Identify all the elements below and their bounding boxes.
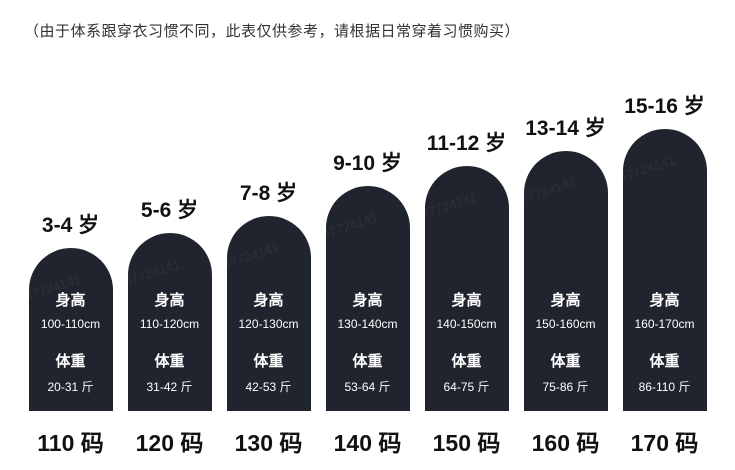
- size-bar: 1147724141 身高 110-120cm 体重 31-42 斤: [127, 233, 212, 411]
- age-label: 15-16 岁: [624, 95, 705, 118]
- weight-value: 75-86 斤: [542, 380, 589, 394]
- size-bar: 1147724141 身高 130-140cm 体重 53-64 斤: [325, 186, 410, 411]
- age-label: 9-10 岁: [333, 152, 402, 175]
- watermark-text: 1147724141: [325, 209, 380, 246]
- watermark-text: 1147724141: [127, 256, 182, 293]
- size-column-120: 5-6 岁 1147724141 身高 110-120cm 体重 31-42 斤…: [127, 194, 212, 458]
- size-bar: 1147724141 身高 160-170cm 体重 86-110 斤: [622, 129, 707, 411]
- size-label: 110 码: [37, 430, 104, 456]
- weight-label: 体重: [649, 353, 680, 370]
- height-value: 110-120cm: [139, 317, 200, 331]
- weight-label: 体重: [253, 353, 284, 370]
- size-label: 140 码: [333, 430, 402, 456]
- height-label: 身高: [649, 292, 680, 309]
- height-label: 身高: [55, 292, 86, 309]
- size-label: 150 码: [432, 430, 501, 456]
- height-label: 身高: [352, 292, 383, 309]
- size-label: 160 码: [531, 430, 600, 456]
- watermark-text: 1147724141: [424, 189, 479, 226]
- size-bar: 1147724141 身高 120-130cm 体重 42-53 斤: [226, 216, 311, 411]
- watermark-text: 1147724141: [622, 152, 677, 189]
- height-value: 140-150cm: [436, 317, 497, 331]
- size-label: 130 码: [234, 430, 303, 456]
- size-bar: 1147724141 身高 150-160cm 体重 75-86 斤: [523, 151, 608, 411]
- height-value: 100-110cm: [40, 317, 101, 331]
- disclaimer-note: （由于体系跟穿衣习惯不同，此表仅供参考，请根据日常穿着习惯购买）: [24, 23, 521, 40]
- size-label: 170 码: [630, 430, 699, 456]
- age-label: 11-12 岁: [426, 132, 507, 155]
- size-chart: 3-4 岁 1147724141 身高 100-110cm 体重 20-31 斤…: [0, 90, 735, 458]
- height-label: 身高: [253, 292, 284, 309]
- age-label: 7-8 岁: [239, 182, 298, 205]
- height-value: 160-170cm: [634, 317, 695, 331]
- height-label: 身高: [451, 292, 482, 309]
- height-label: 身高: [154, 292, 185, 309]
- weight-label: 体重: [55, 353, 86, 370]
- size-bar: 1147724141 身高 100-110cm 体重 20-31 斤: [28, 248, 113, 411]
- weight-value: 86-110 斤: [638, 380, 691, 394]
- size-bar: 1147724141 身高 140-150cm 体重 64-75 斤: [424, 166, 509, 411]
- weight-value: 42-53 斤: [245, 380, 292, 394]
- age-label: 3-4 岁: [41, 214, 100, 237]
- weight-value: 53-64 斤: [344, 380, 391, 394]
- size-column-130: 7-8 岁 1147724141 身高 120-130cm 体重 42-53 斤…: [226, 177, 311, 458]
- size-label: 120 码: [135, 430, 204, 456]
- weight-value: 31-42 斤: [146, 380, 193, 394]
- weight-label: 体重: [451, 353, 482, 370]
- size-column-150: 11-12 岁 1147724141 身高 140-150cm 体重 64-75…: [424, 127, 509, 458]
- weight-value: 20-31 斤: [47, 380, 94, 394]
- watermark-text: 1147724141: [523, 174, 578, 211]
- watermark-text: 1147724141: [226, 239, 281, 276]
- height-label: 身高: [550, 292, 581, 309]
- age-label: 13-14 岁: [525, 117, 606, 140]
- weight-value: 64-75 斤: [443, 380, 490, 394]
- weight-label: 体重: [352, 353, 383, 370]
- height-value: 150-160cm: [535, 317, 596, 331]
- weight-label: 体重: [550, 353, 581, 370]
- size-column-160: 13-14 岁 1147724141 身高 150-160cm 体重 75-86…: [523, 112, 608, 458]
- height-value: 120-130cm: [238, 317, 299, 331]
- height-value: 130-140cm: [337, 317, 398, 331]
- size-column-140: 9-10 岁 1147724141 身高 130-140cm 体重 53-64 …: [325, 147, 410, 458]
- weight-label: 体重: [154, 353, 185, 370]
- size-column-110: 3-4 岁 1147724141 身高 100-110cm 体重 20-31 斤…: [28, 209, 113, 458]
- size-column-170: 15-16 岁 1147724141 身高 160-170cm 体重 86-11…: [622, 90, 707, 458]
- age-label: 5-6 岁: [140, 199, 199, 222]
